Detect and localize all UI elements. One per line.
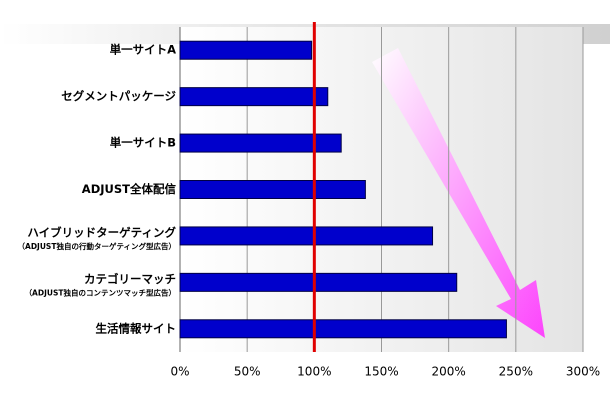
- y-tick-label: 生活情報サイト: [96, 321, 177, 335]
- bar: [179, 272, 458, 292]
- bar: [179, 87, 329, 107]
- y-tick-label: ハイブリッドターゲティング: [27, 225, 176, 239]
- y-tick-label: 単一サイトA: [110, 43, 176, 57]
- trend-arrow: [372, 48, 545, 338]
- bar: [179, 180, 366, 199]
- x-tick-label: 50%: [234, 365, 261, 379]
- x-tick-label: 0%: [170, 365, 189, 379]
- bar: [179, 319, 507, 339]
- x-tick-label: 150%: [364, 365, 398, 379]
- category-note: （ADJUST独自の行動ターゲティング型広告）: [18, 241, 176, 251]
- x-tick-label: 100%: [297, 365, 331, 379]
- x-tick-label: 300%: [566, 365, 600, 379]
- x-tick-label: 200%: [432, 365, 466, 379]
- x-tick-label: 250%: [499, 365, 533, 379]
- category-note: （ADJUST独自のコンテンツマッチ型広告）: [25, 287, 176, 297]
- bar: [179, 40, 313, 60]
- y-tick-label: カテゴリーマッチ: [84, 272, 176, 286]
- y-tick-label: セグメントパッケージ: [61, 89, 176, 103]
- y-tick-label: 単一サイトB: [110, 136, 176, 150]
- bar: [179, 226, 434, 246]
- bar: [179, 133, 342, 153]
- y-tick-label: ADJUST全体配信: [82, 182, 177, 196]
